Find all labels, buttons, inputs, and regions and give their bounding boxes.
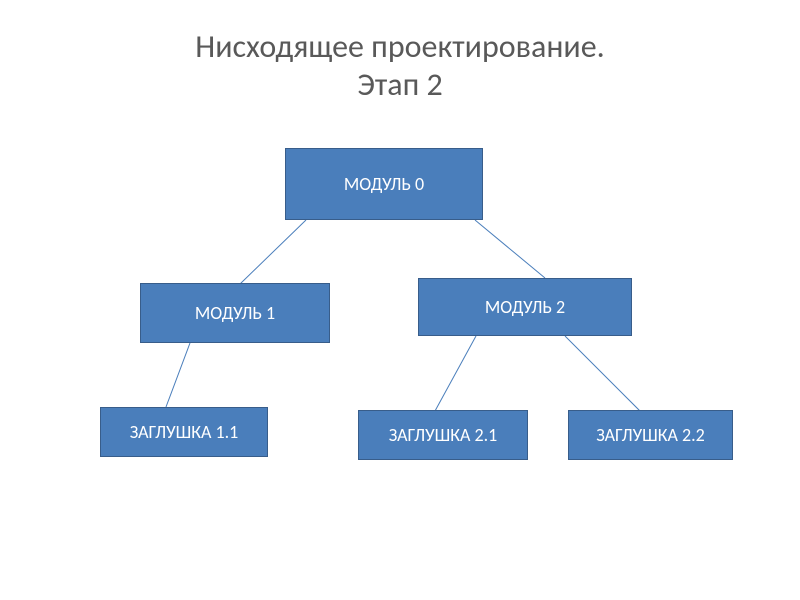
- edge-m0-m1: [240, 220, 306, 284]
- edge-m1-s11: [166, 343, 190, 407]
- node-m1: МОДУЛЬ 1: [140, 283, 330, 343]
- title-line-2: Этап 2: [0, 66, 800, 104]
- page-title: Нисходящее проектирование. Этап 2: [0, 0, 800, 105]
- node-s22: ЗАГЛУШКА 2.2: [568, 410, 733, 460]
- edge-m2-s21: [435, 336, 476, 411]
- node-m0: МОДУЛЬ 0: [285, 148, 483, 220]
- node-m2: МОДУЛЬ 2: [418, 278, 632, 336]
- title-line-1: Нисходящее проектирование.: [0, 28, 800, 66]
- node-s21: ЗАГЛУШКА 2.1: [358, 410, 528, 460]
- edge-m2-s22: [565, 336, 640, 411]
- edge-m0-m2: [475, 220, 545, 278]
- node-s11: ЗАГЛУШКА 1.1: [100, 407, 268, 457]
